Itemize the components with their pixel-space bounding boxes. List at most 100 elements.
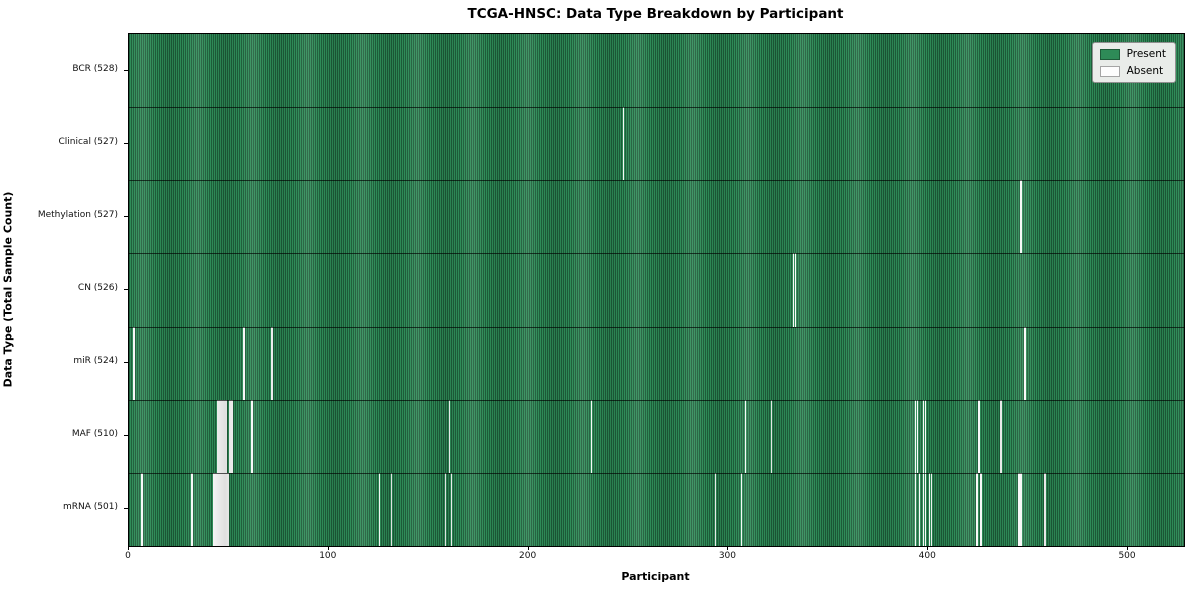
plot-area: Present Absent xyxy=(128,33,1185,547)
absent-cell xyxy=(271,326,273,400)
x-tick-label: 100 xyxy=(319,551,337,561)
x-tick-label: 400 xyxy=(918,551,936,561)
absent-cell xyxy=(219,399,221,473)
absent-cell xyxy=(231,399,233,473)
absent-cell xyxy=(225,399,227,473)
absent-cell xyxy=(622,107,625,181)
chart-title: TCGA-HNSC: Data Type Breakdown by Partic… xyxy=(467,6,844,22)
absent-cell xyxy=(191,472,193,546)
row-divider xyxy=(129,253,1184,255)
row-divider xyxy=(129,107,1184,109)
absent-cell xyxy=(229,399,231,473)
absent-cell xyxy=(133,326,135,400)
absent-cell xyxy=(379,472,381,546)
absent-cell xyxy=(914,472,916,546)
absent-cell xyxy=(215,472,217,546)
x-tick-label: 500 xyxy=(1118,551,1136,561)
absent-cell xyxy=(590,399,593,473)
x-tick-mark xyxy=(128,546,129,550)
y-tick-mark xyxy=(124,215,128,217)
absent-cell xyxy=(223,399,225,473)
absent-cell xyxy=(221,472,223,546)
x-tick-mark xyxy=(527,546,529,550)
y-tick-mark xyxy=(124,508,128,510)
absent-cell xyxy=(744,399,747,473)
absent-cell xyxy=(978,399,980,473)
absent-cell xyxy=(251,399,253,473)
absent-cell xyxy=(922,399,924,473)
absent-cell xyxy=(450,472,453,546)
legend-absent-label: Absent xyxy=(1126,65,1164,77)
legend: Present Absent xyxy=(1091,42,1176,83)
absent-cell xyxy=(794,253,797,327)
legend-entry-absent: Absent xyxy=(1099,65,1166,77)
absent-cell xyxy=(918,472,920,546)
row-divider xyxy=(129,472,1184,474)
absent-cell xyxy=(243,326,245,400)
heatmap-row-methylation xyxy=(129,180,1184,254)
y-tick-mark xyxy=(124,289,128,290)
heatmap-row-mrna xyxy=(129,472,1184,546)
legend-present-swatch xyxy=(1099,48,1120,60)
absent-cell xyxy=(1024,326,1026,400)
absent-cell xyxy=(1018,472,1020,546)
x-tick-mark xyxy=(727,546,729,550)
absent-cell xyxy=(1020,472,1022,546)
absent-cell xyxy=(445,472,447,546)
y-tick-mark xyxy=(124,69,128,71)
x-tick-label: 0 xyxy=(125,551,131,561)
absent-cell xyxy=(930,472,932,546)
y-tick-label-methylation: Methylation (527) xyxy=(37,209,118,220)
x-tick-mark xyxy=(327,546,329,550)
x-tick-mark xyxy=(927,546,929,550)
absent-cell xyxy=(928,472,930,546)
absent-cell xyxy=(221,399,223,473)
heatmap-row-mir xyxy=(129,326,1184,400)
absent-cell xyxy=(227,472,229,546)
row-divider xyxy=(129,326,1184,328)
x-tick-label: 300 xyxy=(718,551,737,561)
absent-cell xyxy=(141,472,143,546)
absent-cell xyxy=(217,472,219,546)
absent-cell xyxy=(213,472,215,546)
y-tick-label-bcr: BCR (528) xyxy=(72,63,118,74)
heatmap-row-bcr xyxy=(129,34,1184,108)
absent-cell xyxy=(980,472,982,546)
row-divider xyxy=(129,399,1184,401)
absent-cell xyxy=(217,399,219,473)
row-divider xyxy=(129,180,1184,182)
absent-cell xyxy=(740,472,743,546)
absent-cell xyxy=(792,253,795,327)
x-tick-label: 200 xyxy=(519,551,537,561)
y-tick-mark xyxy=(124,362,128,364)
legend-entry-present: Present xyxy=(1099,48,1166,60)
x-axis-label: Participant xyxy=(621,570,690,583)
absent-cell xyxy=(219,472,221,546)
absent-cell xyxy=(922,472,924,546)
y-tick-mark xyxy=(124,142,128,144)
legend-absent-swatch xyxy=(1099,65,1120,77)
absent-cell xyxy=(391,472,393,546)
absent-cell xyxy=(448,399,451,473)
y-tick-mark xyxy=(124,435,128,437)
heatmap-row-maf xyxy=(129,399,1184,473)
y-tick-label-maf: MAF (510) xyxy=(71,429,118,440)
absent-cell xyxy=(1044,472,1046,546)
absent-cell xyxy=(714,472,717,546)
absent-cell xyxy=(916,399,918,473)
heatmap-row-cn xyxy=(129,253,1184,327)
y-tick-label-clinical: Clinical (527) xyxy=(58,136,118,147)
absent-cell xyxy=(225,472,227,546)
heatmap-row-clinical xyxy=(129,107,1184,181)
absent-cell xyxy=(914,399,916,473)
absent-cell xyxy=(924,472,926,546)
y-tick-label-mrna: mRNA (501) xyxy=(63,502,118,513)
x-tick-mark xyxy=(1127,546,1129,550)
absent-cell xyxy=(770,399,773,473)
legend-present-label: Present xyxy=(1126,48,1166,60)
y-tick-label-cn: CN (526) xyxy=(77,283,118,293)
absent-cell xyxy=(924,399,926,473)
absent-cell xyxy=(1020,180,1022,254)
absent-cell xyxy=(223,472,225,546)
